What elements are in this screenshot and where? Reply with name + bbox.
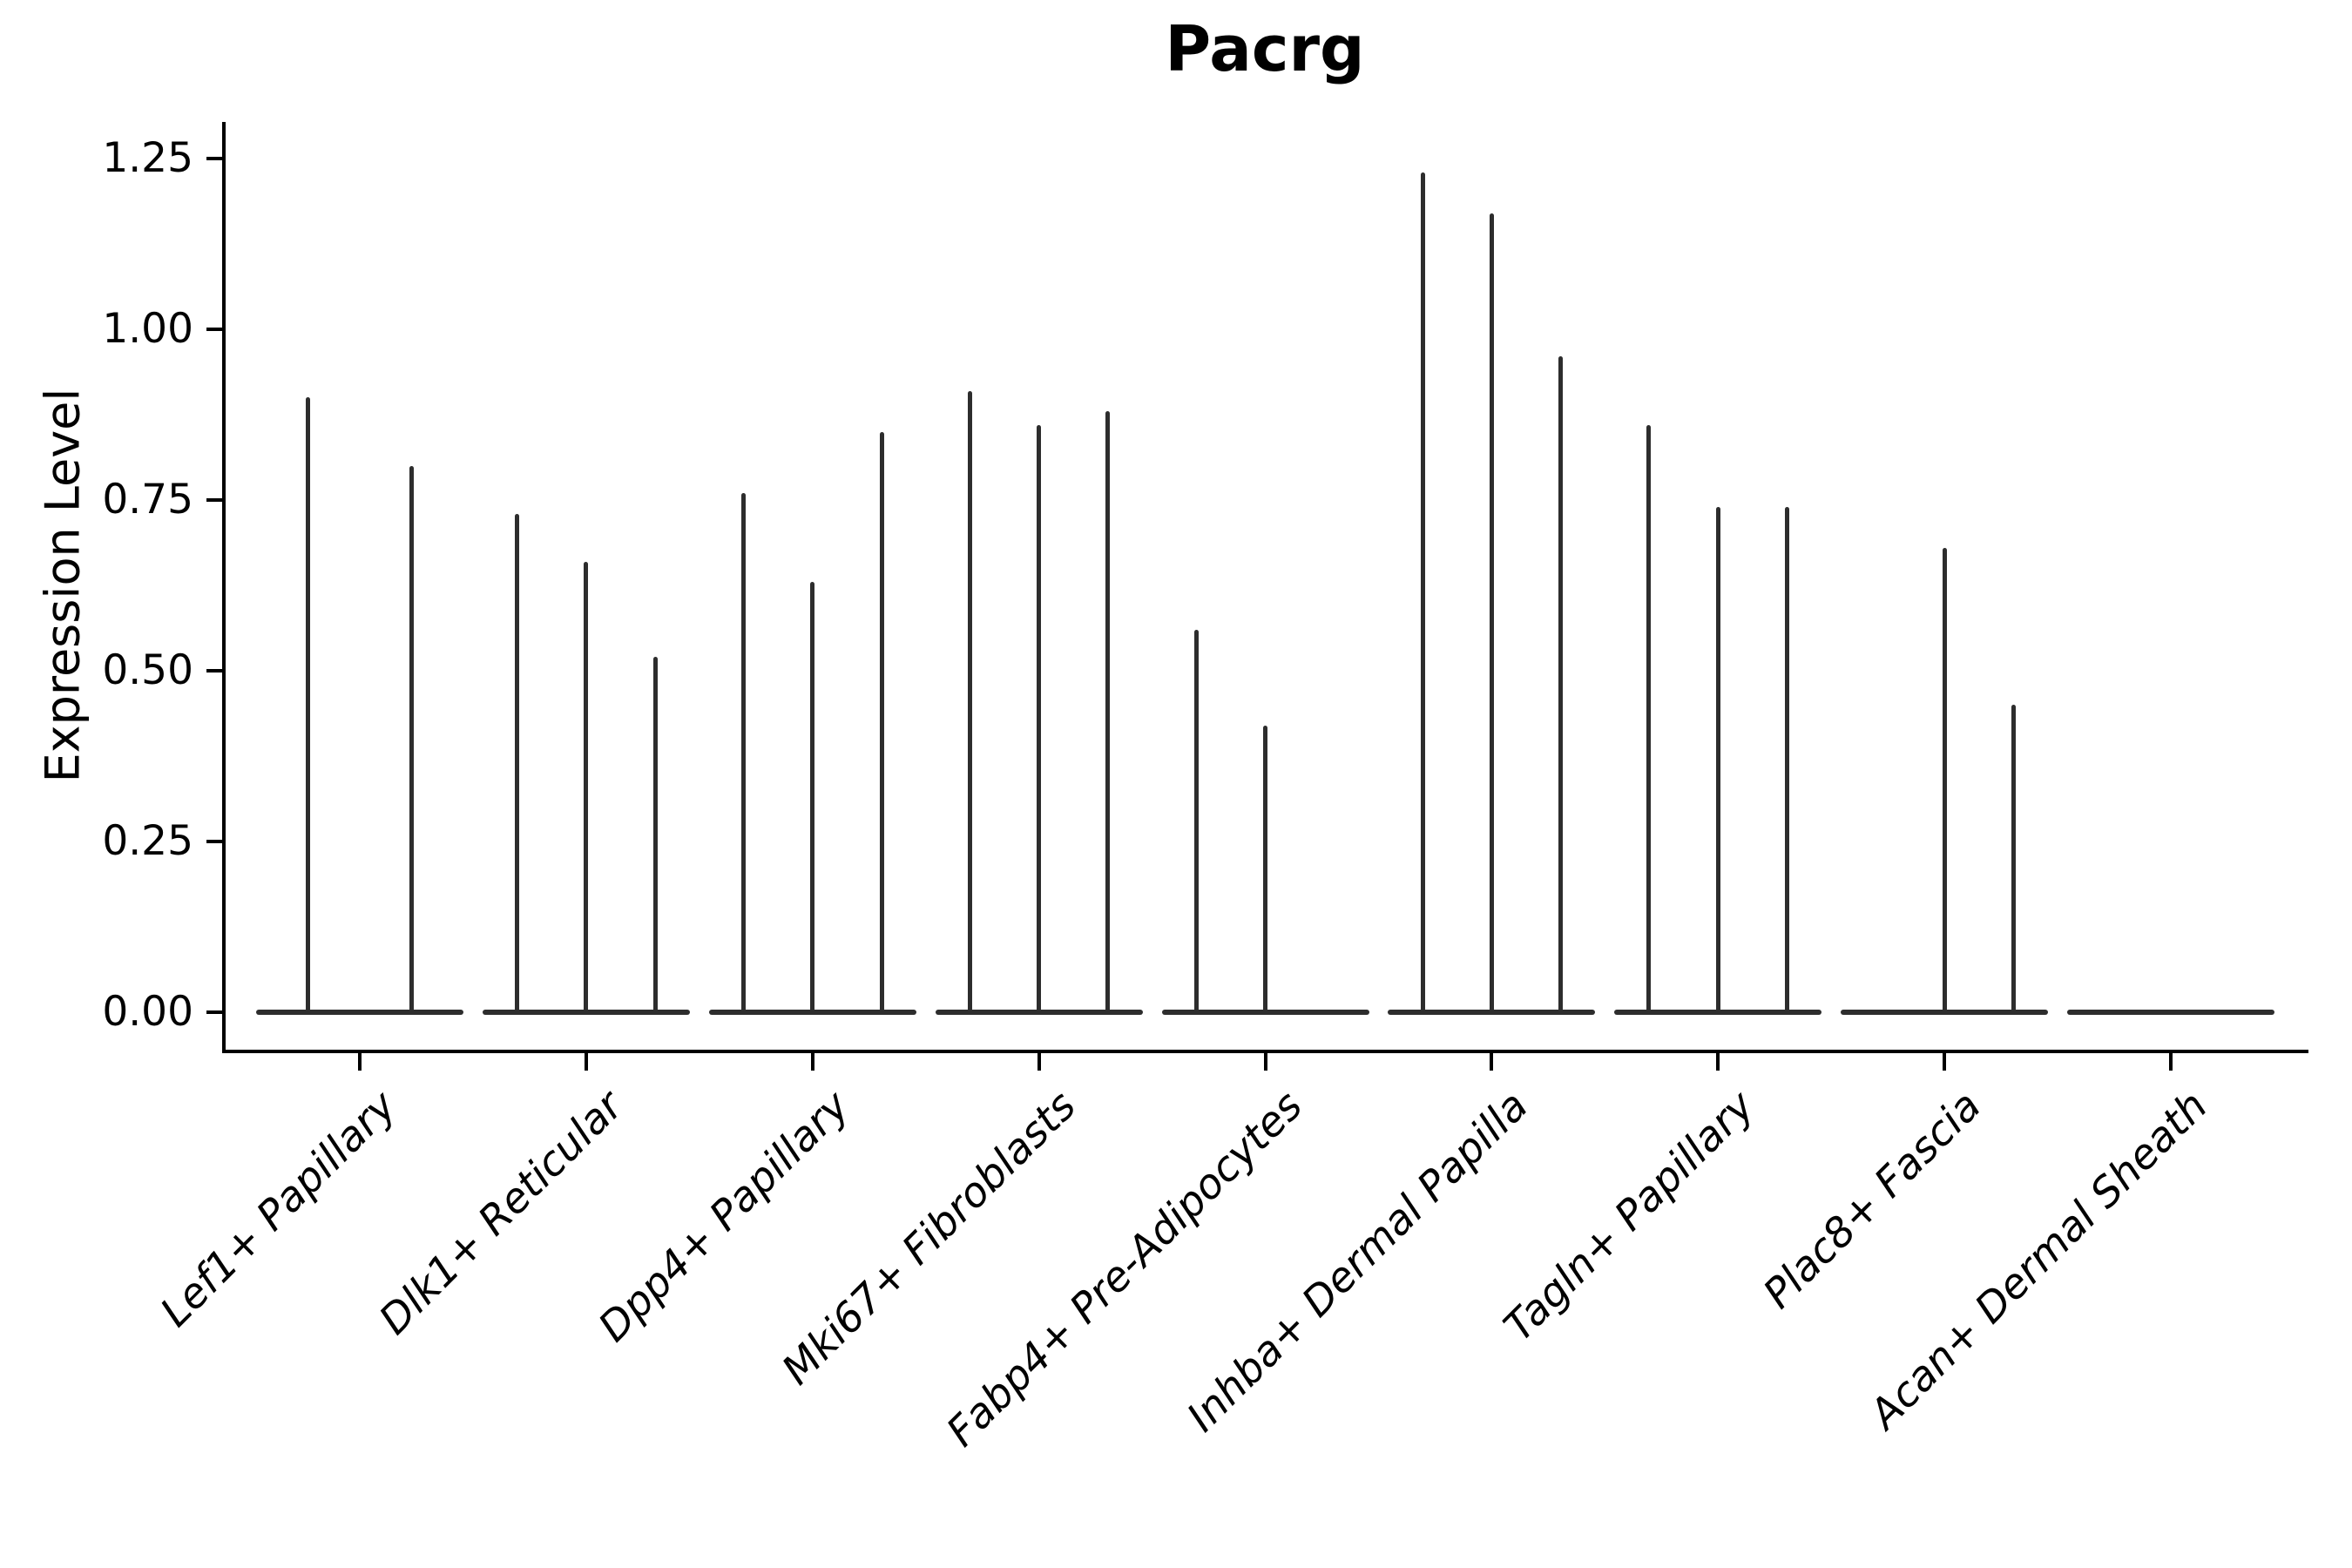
y-tick [206, 157, 222, 160]
y-tick-label: 0.50 [102, 646, 193, 694]
x-tick [584, 1053, 588, 1071]
violin-baseline [1161, 1010, 1369, 1015]
violin-spike [1105, 411, 1111, 1012]
violin-baseline [708, 1010, 916, 1015]
violin-spike [584, 561, 589, 1012]
y-tick [206, 669, 222, 672]
violin-spike [2011, 705, 2016, 1012]
x-tick [1490, 1053, 1494, 1071]
violin-baseline [2067, 1010, 2274, 1015]
violin-spike [1420, 172, 1425, 1012]
y-tick [206, 1010, 222, 1014]
y-tick-label: 1.00 [102, 305, 193, 353]
violin-spike [409, 465, 414, 1012]
x-tick [810, 1053, 814, 1071]
x-tick [1263, 1053, 1267, 1071]
x-tick-label: Fabp4+ Pre-Adipocytes [936, 1082, 1312, 1456]
violin-baseline [1614, 1010, 1822, 1015]
violin-spike [1263, 725, 1267, 1012]
chart-title: Pacrg [1165, 12, 1365, 85]
y-tick-label: 0.25 [102, 817, 193, 865]
violin-spike [1715, 506, 1720, 1012]
violin-spike [1942, 547, 1947, 1012]
violin-spike [967, 390, 972, 1012]
y-tick-label: 0.00 [102, 988, 193, 1036]
y-axis-label: Expression Level [35, 388, 91, 783]
violin-spike [1558, 356, 1564, 1012]
x-tick [1943, 1053, 1947, 1071]
violin-spike [810, 582, 815, 1012]
y-tick [206, 840, 222, 843]
violin-spike [1489, 213, 1494, 1012]
violin-spike [1193, 629, 1199, 1012]
x-tick [2169, 1053, 2173, 1071]
y-tick-label: 1.25 [102, 134, 193, 182]
x-tick [358, 1053, 362, 1071]
violin-baseline [482, 1010, 690, 1015]
violin-baseline [1841, 1010, 2049, 1015]
x-tick [1716, 1053, 1720, 1071]
violin-baseline [256, 1010, 463, 1015]
violin-spike [740, 493, 746, 1012]
violin-baseline [935, 1010, 1143, 1015]
left-spine [222, 122, 226, 1053]
violin-spike [1037, 424, 1042, 1012]
x-tick-label: Tagln+ Papillary [1495, 1082, 1765, 1351]
violin-spike [652, 657, 658, 1012]
y-tick [206, 498, 222, 502]
x-tick-label: Plac8+ Fascia [1754, 1082, 1991, 1319]
violin-spike [306, 397, 310, 1012]
y-tick [206, 328, 222, 331]
violin-baseline [1388, 1010, 1596, 1015]
y-tick-label: 0.75 [102, 476, 193, 524]
x-tick-label: Dlk1+ Reticular [369, 1082, 632, 1344]
violin-spike [879, 431, 884, 1012]
x-tick-label: Lef1+ Papillary [151, 1082, 406, 1337]
bottom-spine [222, 1050, 2308, 1053]
x-tick [1037, 1053, 1041, 1071]
violin-spike [1646, 424, 1652, 1012]
violin-spike [1785, 506, 1790, 1012]
violin-spike [515, 513, 520, 1012]
x-tick-label: Dpp4+ Papillary [589, 1082, 859, 1352]
